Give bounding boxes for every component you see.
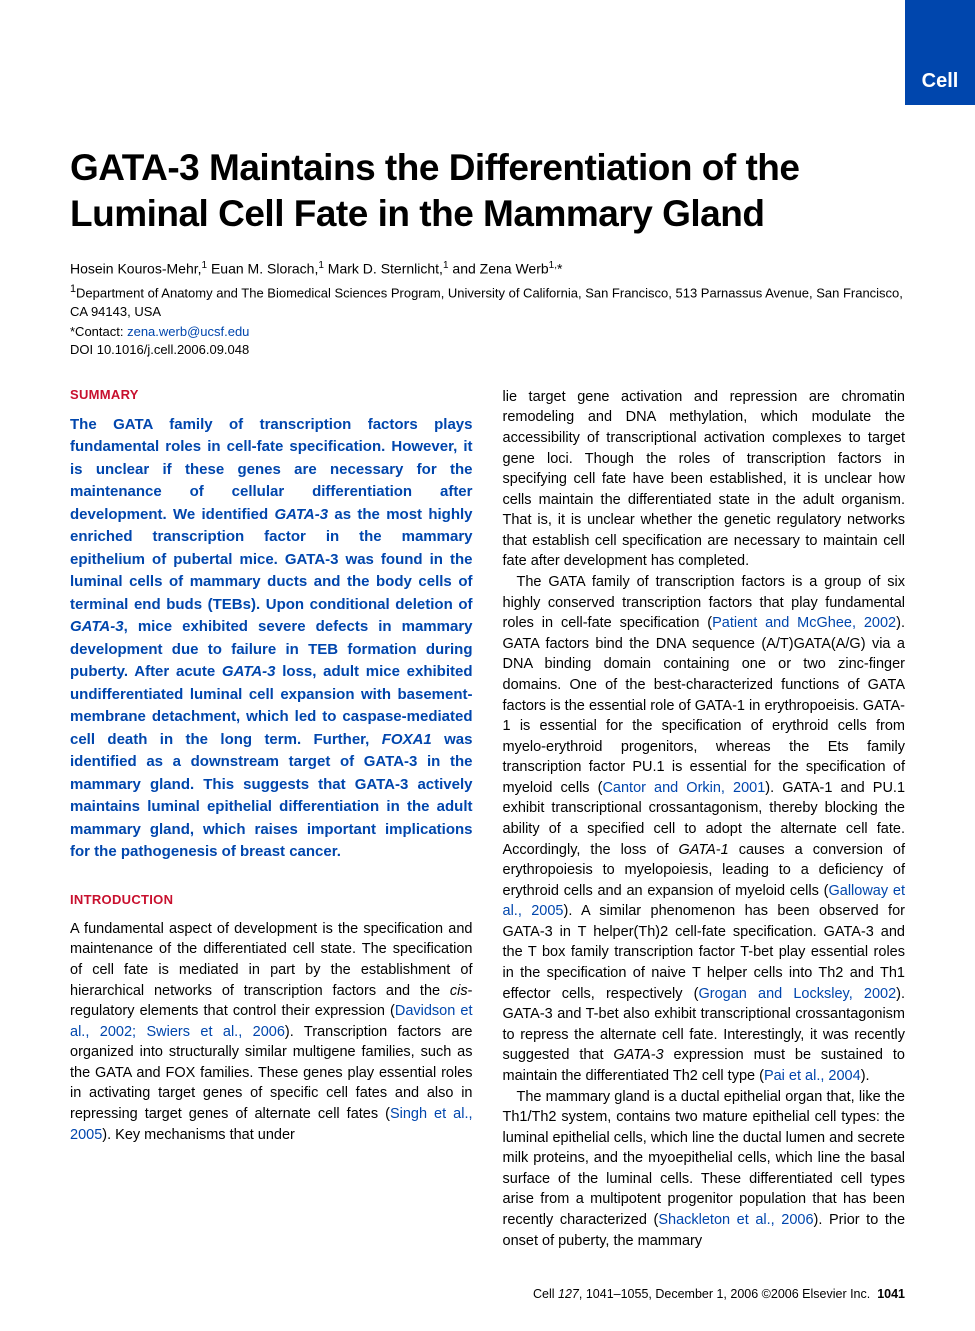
summary-text: The GATA family of transcription factors… xyxy=(70,414,473,864)
col2-p2-text: The GATA family of transcription factors… xyxy=(503,572,906,1086)
brand-tab: Cell xyxy=(905,0,975,105)
section-spacer xyxy=(70,864,473,892)
right-column: lie target gene activation and repressio… xyxy=(503,387,906,1251)
affiliation: 1Department of Anatomy and The Biomedica… xyxy=(70,282,905,321)
introduction-heading: INTRODUCTION xyxy=(70,892,473,907)
two-column-layout: SUMMARY The GATA family of transcription… xyxy=(70,387,905,1251)
article-title: GATA-3 Maintains the Differentiation of … xyxy=(70,145,905,238)
summary-heading: SUMMARY xyxy=(70,387,473,402)
intro-paragraph-1: A fundamental aspect of development is t… xyxy=(70,919,473,1145)
left-column: SUMMARY The GATA family of transcription… xyxy=(70,387,473,1251)
col2-p1-text: lie target gene activation and repressio… xyxy=(503,389,906,570)
contact-line: *Contact: zena.werb@ucsf.edu xyxy=(70,324,905,339)
doi: DOI 10.1016/j.cell.2006.09.048 xyxy=(70,342,905,357)
brand-name: Cell xyxy=(922,70,959,93)
col2-paragraph-1: lie target gene activation and repressio… xyxy=(503,387,906,1251)
author-list: Hosein Kouros-Mehr,1 Euan M. Slorach,1 M… xyxy=(70,260,905,277)
contact-label: *Contact: xyxy=(70,324,127,339)
contact-email[interactable]: zena.werb@ucsf.edu xyxy=(127,324,249,339)
page-container: Cell GATA-3 Maintains the Differentiatio… xyxy=(0,0,975,1331)
col2-p3-text: The mammary gland is a ductal epithelial… xyxy=(503,1087,906,1252)
footer-journal: Cell 127, 1041–1055, December 1, 2006 ©2… xyxy=(533,1287,905,1301)
page-footer: Cell 127, 1041–1055, December 1, 2006 ©2… xyxy=(70,1287,905,1301)
